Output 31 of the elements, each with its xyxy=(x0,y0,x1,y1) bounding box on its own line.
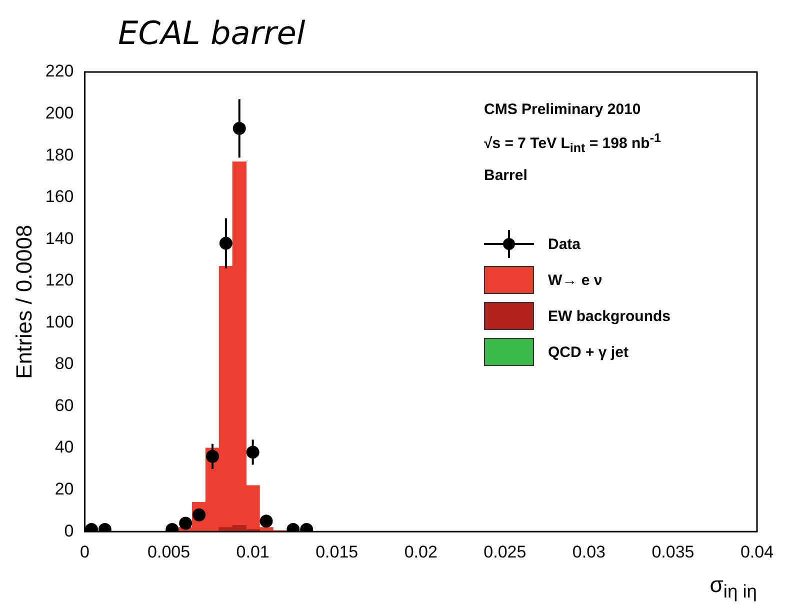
y-tick-label: 20 xyxy=(54,480,74,499)
x-tick-label: 0.02 xyxy=(404,542,438,562)
legend-label: W→ e ν xyxy=(548,272,602,288)
x-tick-label: 0.005 xyxy=(148,542,190,562)
y-tick-label: 120 xyxy=(45,270,74,290)
annotation: Barrel xyxy=(484,166,528,186)
x-tick-label: 0.01 xyxy=(236,542,270,562)
x-tick-label: 0.035 xyxy=(652,542,694,562)
x-tick-label: 0.015 xyxy=(316,542,358,562)
y-tick-label: 160 xyxy=(45,187,74,206)
y-axis-title: Entries / 0.0008 xyxy=(11,224,36,379)
x-tick-label: 0 xyxy=(80,542,90,562)
y-tick-label: 200 xyxy=(45,103,74,122)
chart-title: ECAL barrel xyxy=(118,14,306,52)
legend-label: QCD + γ jet xyxy=(548,344,628,360)
legend-label: Data xyxy=(548,236,581,252)
y-tick-label: 60 xyxy=(54,396,74,415)
y-tick-label: 80 xyxy=(54,354,74,374)
annotation: √s = 7 TeV L$_{int}$ = 198 nb$^{-1}$ xyxy=(484,130,661,157)
x-tick-label: 0.04 xyxy=(740,542,774,562)
y-tick-label: 0 xyxy=(64,521,74,540)
legend-label: EW backgrounds xyxy=(548,308,671,324)
annotation: CMS Preliminary 2010 xyxy=(484,100,642,120)
y-tick-label: 140 xyxy=(45,228,74,248)
y-tick-label: 180 xyxy=(45,145,74,164)
x-tick-label: 0.025 xyxy=(484,542,526,562)
y-tick-label: 220 xyxy=(45,62,74,81)
x-tick-label: 0.03 xyxy=(572,542,606,562)
x-axis-title: σ$_{iη iη}$ xyxy=(710,572,757,602)
y-tick-label: 40 xyxy=(54,438,74,457)
y-tick-label: 100 xyxy=(45,312,74,332)
